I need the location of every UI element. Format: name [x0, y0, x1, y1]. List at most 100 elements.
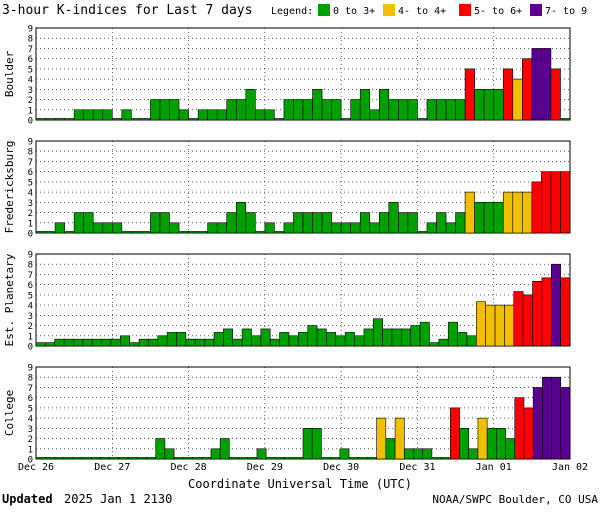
k-index-bar	[64, 231, 75, 234]
y-tick-label: 7	[28, 45, 33, 55]
k-index-bar	[339, 448, 350, 460]
legend-swatch	[459, 4, 471, 16]
y-tick-label: 6	[28, 281, 33, 291]
k-index-bar	[256, 448, 267, 460]
k-index-bar	[496, 428, 506, 460]
k-index-bar	[477, 417, 488, 460]
k-index-bar	[260, 328, 271, 347]
k-index-bar	[426, 222, 437, 234]
k-index-bar	[201, 457, 212, 460]
k-index-bar	[229, 457, 239, 460]
k-index-bar	[183, 457, 193, 460]
k-index-bar	[169, 99, 180, 121]
y-tick-label: 4	[28, 415, 33, 425]
k-index-bar	[274, 231, 285, 234]
k-index-bar	[121, 109, 132, 121]
k-index-bar	[185, 338, 196, 347]
k-index-bar	[363, 328, 374, 347]
x-tick-label: Dec 29	[247, 462, 283, 473]
k-index-bar	[455, 99, 466, 121]
k-index-bar	[155, 438, 166, 460]
k-index-bar	[279, 332, 290, 347]
k-index-bar	[45, 231, 56, 234]
y-tick-label: 7	[28, 158, 33, 168]
y-tick-label: 0	[28, 117, 33, 127]
k-index-bar	[150, 99, 161, 121]
k-index-bar	[293, 212, 304, 234]
updated-value: 2025 Jan 1 2130	[64, 492, 172, 506]
k-index-bar	[283, 99, 294, 121]
k-index-bar	[63, 338, 74, 347]
k-index-bar	[293, 99, 304, 121]
k-index-bar	[284, 457, 295, 460]
y-tick-label: 6	[28, 55, 33, 65]
legend-item-label: 0 to 3+	[333, 6, 375, 17]
k-index-bar	[551, 376, 562, 460]
k-index-bar	[101, 338, 112, 347]
k-index-bar	[485, 304, 496, 347]
x-axis-title: Coordinate Universal Time (UTC)	[188, 477, 412, 491]
k-index-bar	[232, 338, 243, 347]
k-index-bar	[241, 328, 252, 347]
panel-station-label: Fredericksburg	[3, 141, 16, 234]
k-index-bar	[321, 99, 332, 121]
k-index-bar	[541, 277, 552, 347]
k-index-bar	[100, 457, 110, 460]
k-index-bar	[131, 231, 142, 234]
k-index-bar	[359, 89, 371, 121]
k-index-bar	[188, 231, 199, 234]
y-tick-label: 2	[28, 209, 33, 219]
y-tick-label: 9	[28, 364, 33, 374]
y-tick-label: 1	[28, 106, 33, 116]
k-index-bar	[54, 457, 64, 460]
k-index-bar	[350, 99, 361, 121]
k-index-bar	[194, 338, 205, 347]
y-tick-label: 8	[28, 148, 33, 158]
k-index-bar	[382, 328, 393, 347]
y-tick-label: 5	[28, 404, 33, 414]
k-index-bar	[129, 342, 140, 347]
k-index-bar	[197, 109, 208, 121]
k-index-bar	[522, 191, 533, 234]
k-index-bar	[466, 335, 477, 347]
k-index-bar	[83, 212, 94, 234]
k-index-bar	[483, 89, 495, 121]
k-index-bar	[468, 448, 479, 460]
y-tick-label: 1	[28, 445, 33, 455]
k-index-bar	[264, 109, 275, 121]
k-index-bar	[474, 89, 485, 121]
k-index-bar	[207, 222, 218, 234]
k-index-bar	[91, 338, 102, 347]
k-index-bar	[369, 222, 380, 234]
k-index-bar	[474, 202, 485, 234]
y-tick-label: 1	[28, 332, 33, 342]
k-index-bar	[121, 231, 132, 234]
k-index-bar	[63, 457, 74, 460]
k-index-bar	[192, 457, 203, 460]
k-index-bar	[401, 328, 412, 347]
updated-label: Updated	[2, 492, 53, 506]
k-index-bar	[35, 231, 46, 234]
k-index-bar	[378, 212, 390, 234]
k-index-bar	[464, 191, 475, 234]
x-tick-label: Jan 01	[476, 462, 512, 473]
k-index-bar	[335, 335, 346, 347]
k-index-bar	[532, 387, 543, 460]
k-index-bar	[102, 109, 113, 121]
k-index-bar	[159, 212, 170, 234]
k-index-bar	[111, 222, 123, 234]
k-index-bar	[210, 448, 221, 460]
k-index-bar	[173, 457, 184, 460]
k-index-bar	[340, 118, 351, 121]
k-index-bar	[54, 338, 65, 347]
k-index-bar	[73, 338, 84, 347]
k-index-bar	[73, 109, 84, 121]
k-index-bar	[372, 318, 383, 347]
y-tick-label: 8	[28, 374, 33, 384]
k-index-bar	[150, 212, 161, 234]
k-index-bar	[513, 291, 524, 347]
k-index-bar	[531, 181, 542, 234]
panel-station-label: Boulder	[3, 50, 16, 97]
k-index-bar	[157, 335, 168, 347]
